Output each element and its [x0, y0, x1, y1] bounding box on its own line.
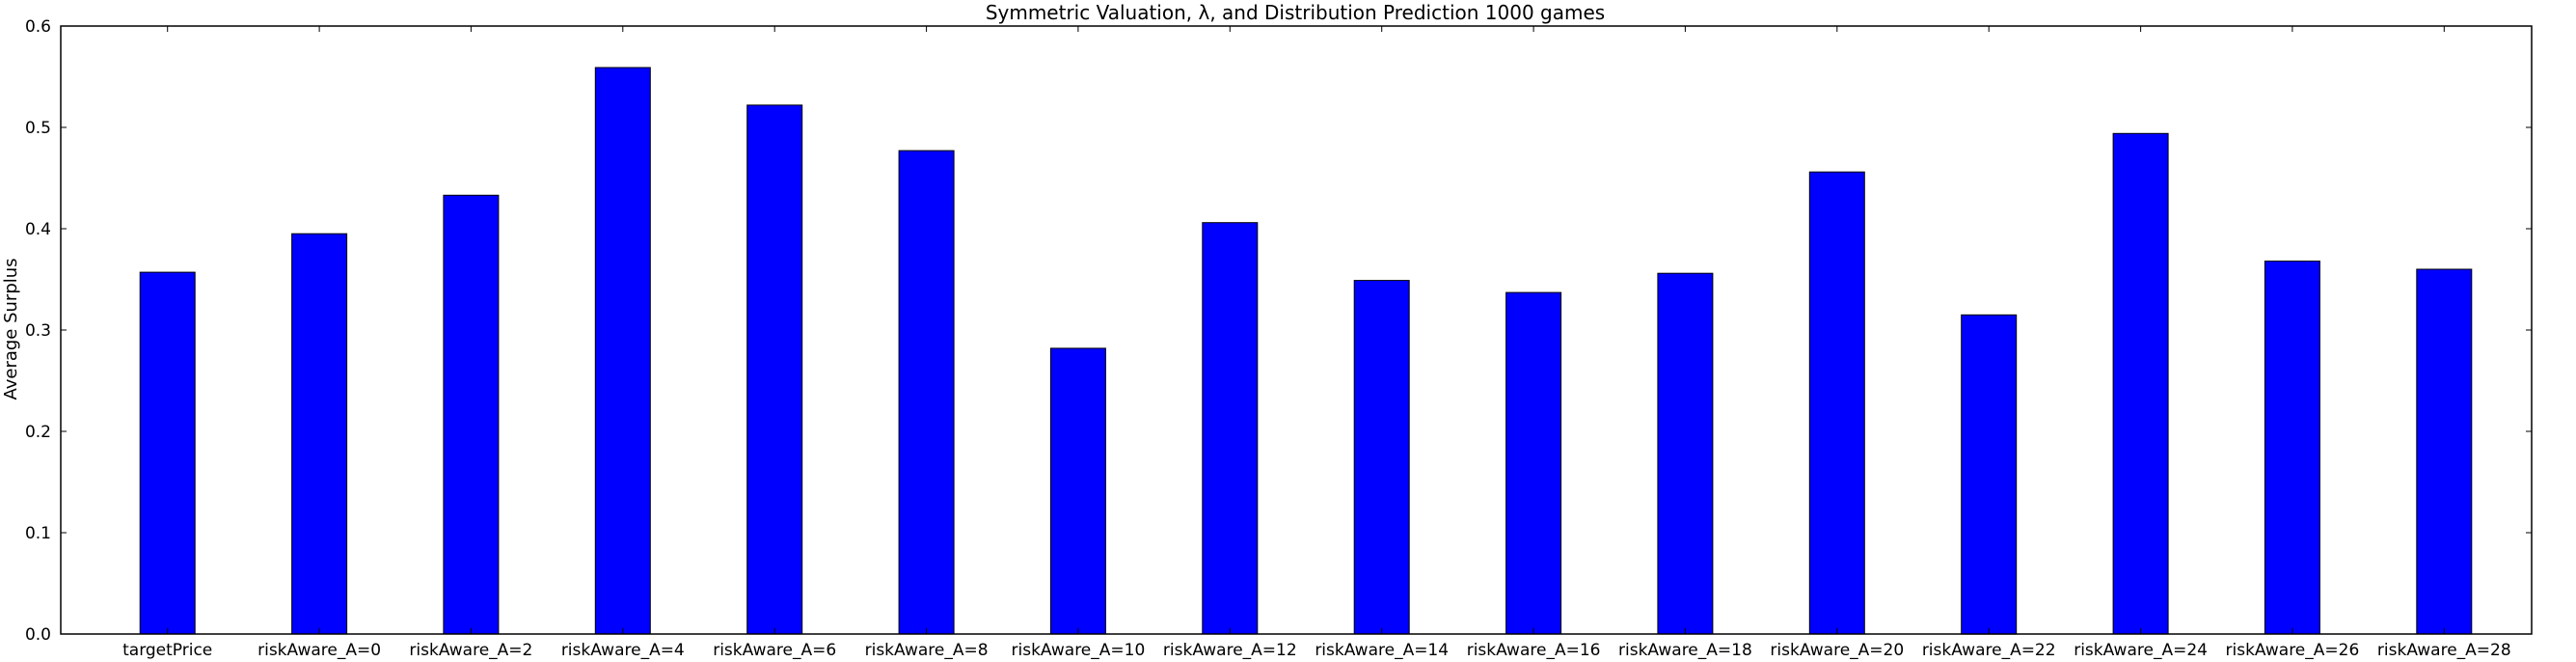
bar-2: [443, 194, 500, 635]
x-tick-label-4: riskAware_A=6: [713, 641, 836, 660]
bar-13: [2112, 132, 2169, 635]
bars-group: [139, 67, 2473, 635]
x-tick-label-2: riskAware_A=2: [409, 641, 532, 660]
bar-10: [1657, 272, 1714, 635]
x-tick-label-1: riskAware_A=0: [258, 641, 381, 660]
x-tick-label-13: riskAware_A=24: [2074, 641, 2208, 660]
y-tick-label-3: 0.3: [25, 321, 51, 341]
x-tick-label-11: riskAware_A=20: [1770, 641, 1904, 660]
x-tick-label-15: riskAware_A=28: [2377, 641, 2511, 660]
bar-1: [291, 233, 348, 635]
chart-title: Symmetric Valuation, λ, and Distribution…: [986, 1, 1605, 24]
y-tick-label-5: 0.5: [25, 119, 51, 138]
bar-7: [1202, 222, 1259, 635]
x-tick-label-10: riskAware_A=18: [1618, 641, 1752, 660]
x-tick-label-0: targetPrice: [122, 641, 212, 660]
x-tick-label-8: riskAware_A=14: [1315, 641, 1449, 660]
x-tick-label-14: riskAware_A=26: [2226, 641, 2360, 660]
bar-8: [1353, 280, 1410, 635]
plot-frame: [60, 25, 2533, 635]
bar-12: [1961, 314, 2018, 635]
y-tick-label-2: 0.2: [25, 423, 51, 442]
bar-15: [2416, 268, 2473, 635]
y-axis-ticks: 0.0 0.1 0.2 0.3 0.4 0.5 0.6: [25, 17, 2532, 645]
x-tick-label-5: riskAware_A=8: [865, 641, 989, 660]
x-tick-label-12: riskAware_A=22: [1922, 641, 2056, 660]
bar-11: [1808, 171, 1865, 635]
y-axis-label: Average Surplus: [1, 258, 21, 400]
bar-14: [2264, 261, 2320, 635]
x-tick-label-9: riskAware_A=16: [1467, 641, 1601, 660]
x-axis-ticks: targetPrice riskAware_A=0 riskAware_A=2 ris…: [122, 26, 2511, 660]
y-tick-label-1: 0.1: [25, 524, 51, 543]
bar-9: [1505, 291, 1562, 635]
bar-3: [594, 67, 651, 635]
bar-4: [746, 104, 803, 635]
x-tick-label-3: riskAware_A=4: [561, 641, 685, 660]
bar-0: [139, 271, 196, 635]
x-tick-label-7: riskAware_A=12: [1163, 641, 1297, 660]
bar-6: [1049, 347, 1106, 635]
y-tick-label-0: 0.0: [25, 625, 51, 645]
y-tick-label-6: 0.6: [25, 17, 51, 37]
y-tick-label-4: 0.4: [25, 220, 51, 239]
bar-5: [898, 150, 955, 635]
x-tick-label-6: riskAware_A=10: [1012, 641, 1146, 660]
